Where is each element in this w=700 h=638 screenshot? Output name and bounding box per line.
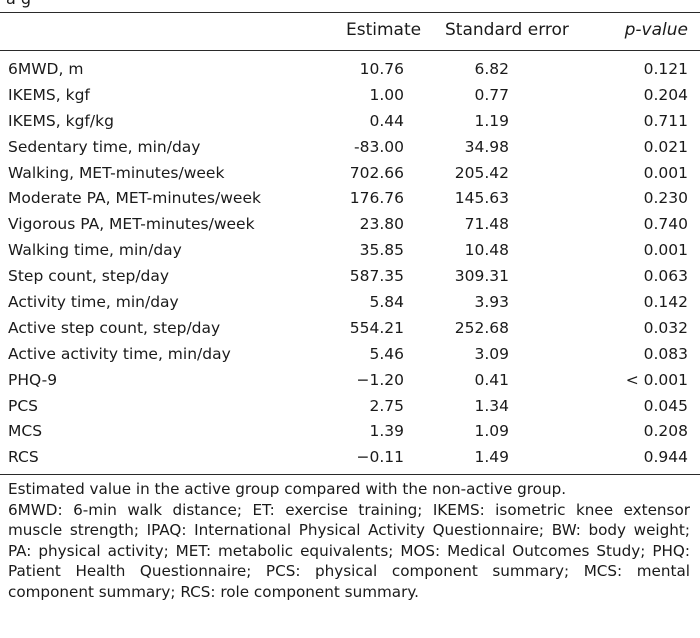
- row-p-value: 0.001: [643, 241, 688, 260]
- header-p-value-text: p-value: [624, 20, 688, 40]
- table-row: PCS 2.75 1.34 0.045: [0, 394, 700, 420]
- footnote-abbreviations: 6MWD: 6-min walk distance; ET: exercise …: [8, 500, 690, 601]
- row-p-value: 0.083: [643, 344, 688, 363]
- row-estimate: 0.44: [369, 111, 404, 130]
- table-row: Moderate PA, MET-minutes/week 176.76 145…: [0, 186, 700, 212]
- row-p-value: 0.032: [643, 318, 688, 337]
- row-standard-error: 6.82: [474, 60, 509, 78]
- row-label: MCS: [8, 422, 43, 441]
- row-label: IKEMS, kgf: [8, 85, 90, 104]
- header-standard-error: Standard error: [445, 20, 569, 40]
- row-label: Active step count, step/day: [8, 318, 221, 337]
- row-p-value: < 0.001: [625, 370, 688, 389]
- row-estimate: 5.46: [369, 344, 404, 363]
- row-standard-error: 1.49: [474, 448, 509, 467]
- row-label: Walking, MET-minutes/week: [8, 163, 225, 182]
- row-standard-error: 252.68: [454, 318, 509, 337]
- row-label: Sedentary time, min/day: [8, 137, 201, 156]
- row-p-value: 0.045: [643, 396, 688, 415]
- row-estimate: 587.35: [349, 267, 404, 286]
- table-row: PHQ-9 −1.20 0.41 < 0.001: [0, 368, 700, 394]
- header-estimate: Estimate: [346, 20, 422, 40]
- table-row: Vigorous PA, MET-minutes/week 23.80 71.4…: [0, 212, 700, 238]
- row-estimate: 702.66: [349, 163, 404, 182]
- row-standard-error: 34.98: [464, 137, 509, 156]
- row-standard-error: 10.48: [464, 241, 509, 260]
- footnote-estimate: Estimated value in the active group comp…: [8, 480, 567, 498]
- table-row: 6MWD, m 10.76 6.82 0.121: [0, 57, 700, 83]
- row-standard-error: 1.19: [474, 111, 509, 130]
- table-bottom-rule: [0, 474, 700, 475]
- row-estimate: 35.85: [359, 241, 404, 260]
- row-standard-error: 145.63: [454, 189, 509, 208]
- table-body: 6MWD, m 10.76 6.82 0.121 IKEMS, kgf 1.00…: [0, 57, 700, 471]
- row-label: PHQ-9: [8, 370, 58, 389]
- row-p-value: 0.142: [643, 293, 688, 312]
- table-row: Step count, step/day 587.35 309.31 0.063: [0, 264, 700, 290]
- row-estimate: 176.76: [349, 189, 404, 208]
- table-row: Walking time, min/day 35.85 10.48 0.001: [0, 238, 700, 264]
- row-standard-error: 3.09: [474, 344, 509, 363]
- row-p-value: 0.121: [643, 60, 688, 78]
- row-p-value: 0.063: [643, 267, 688, 286]
- table-row: RCS −0.11 1.49 0.944: [0, 445, 700, 471]
- row-label: Step count, step/day: [8, 267, 170, 286]
- row-p-value: 0.208: [643, 422, 688, 441]
- row-p-value: 0.944: [643, 448, 688, 467]
- row-estimate: 10.76: [359, 60, 404, 78]
- table-footnotes: Estimated value in the active group comp…: [8, 479, 690, 602]
- table-row: Active activity time, min/day 5.46 3.09 …: [0, 342, 700, 368]
- row-p-value: 0.001: [643, 163, 688, 182]
- row-standard-error: 1.09: [474, 422, 509, 441]
- row-label: RCS: [8, 448, 39, 467]
- row-label: Activity time, min/day: [8, 293, 179, 312]
- row-standard-error: 309.31: [454, 267, 509, 286]
- table-row: IKEMS, kgf/kg 0.44 1.19 0.711: [0, 109, 700, 135]
- row-p-value: 0.021: [643, 137, 688, 156]
- row-standard-error: 0.41: [474, 370, 509, 389]
- row-p-value: 0.230: [643, 189, 688, 208]
- row-p-value: 0.711: [643, 111, 688, 130]
- row-label: Active activity time, min/day: [8, 344, 231, 363]
- table-header-row: Estimate Standard error p-value: [0, 16, 700, 44]
- table-row: Activity time, min/day 5.84 3.93 0.142: [0, 290, 700, 316]
- row-estimate: 2.75: [369, 396, 404, 415]
- table-row: Active step count, step/day 554.21 252.6…: [0, 316, 700, 342]
- row-standard-error: 71.48: [464, 215, 509, 234]
- row-estimate: -83.00: [354, 137, 404, 156]
- table-caption-fragment: a g: [6, 0, 31, 9]
- row-estimate: −1.20: [356, 370, 405, 389]
- row-standard-error: 3.93: [474, 293, 509, 312]
- table-row: IKEMS, kgf 1.00 0.77 0.204: [0, 83, 700, 109]
- row-estimate: 1.39: [369, 422, 404, 441]
- row-label: Moderate PA, MET-minutes/week: [8, 189, 261, 208]
- row-label: PCS: [8, 396, 39, 415]
- table-header-rule: [0, 50, 700, 51]
- row-p-value: 0.740: [643, 215, 688, 234]
- row-label: Walking time, min/day: [8, 241, 182, 260]
- row-estimate: 23.80: [359, 215, 404, 234]
- table-row: Walking, MET-minutes/week 702.66 205.42 …: [0, 161, 700, 187]
- row-p-value: 0.204: [643, 85, 688, 104]
- table-row: Sedentary time, min/day -83.00 34.98 0.0…: [0, 135, 700, 161]
- row-standard-error: 0.77: [474, 85, 509, 104]
- row-standard-error: 1.34: [474, 396, 509, 415]
- table-top-rule: [0, 12, 700, 13]
- row-standard-error: 205.42: [454, 163, 509, 182]
- row-estimate: 5.84: [369, 293, 404, 312]
- row-estimate: 554.21: [349, 318, 404, 337]
- row-label: 6MWD, m: [8, 60, 84, 78]
- table-row: MCS 1.39 1.09 0.208: [0, 419, 700, 445]
- row-label: IKEMS, kgf/kg: [8, 111, 114, 130]
- header-p-value: p-value: [625, 16, 688, 44]
- row-label: Vigorous PA, MET-minutes/week: [8, 215, 255, 234]
- row-estimate: 1.00: [369, 85, 404, 104]
- row-estimate: −0.11: [356, 448, 405, 467]
